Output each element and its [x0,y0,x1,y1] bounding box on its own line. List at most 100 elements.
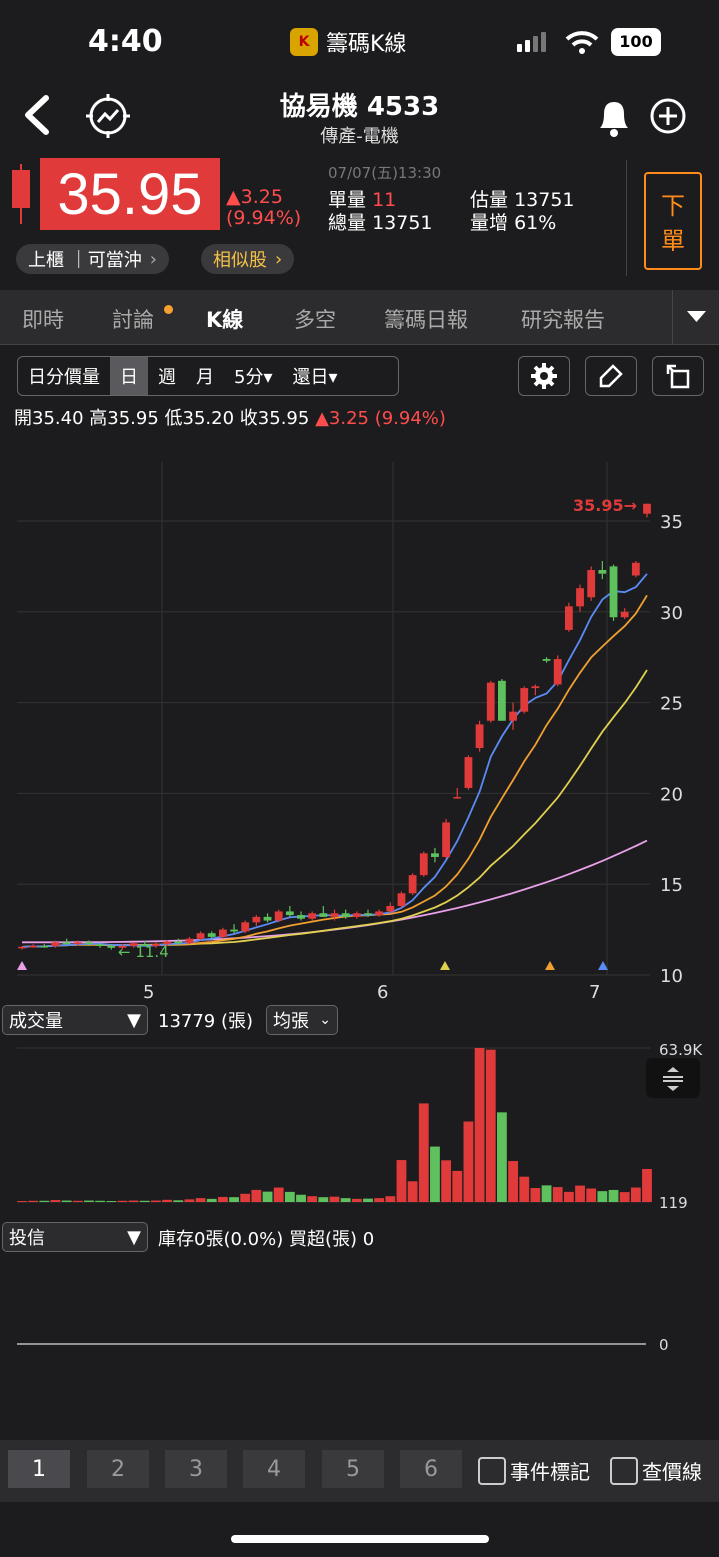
candle-body [51,942,60,946]
volume-bar [474,1048,485,1202]
candle-body [386,905,395,912]
y-tick-label: 15 [660,875,683,896]
volume-bar [541,1185,552,1202]
tab-long-short[interactable]: 多空 [294,308,336,332]
volume-bar [95,1200,106,1202]
panel-tab-5[interactable]: 5 [322,1450,384,1488]
volume-mode-select[interactable]: 均張 ⌄ [266,1005,338,1035]
volume-bar [351,1198,362,1202]
seg-week[interactable]: 週 [158,367,176,388]
signal-marker [440,961,450,970]
tab-research[interactable]: 研究報告 [521,308,605,332]
tab-more[interactable] [672,290,719,344]
volume-bar [173,1200,184,1202]
y-tick-label: 10 [660,966,683,987]
candle-body [118,945,127,948]
trend-target-icon[interactable] [84,92,132,140]
rotate-button[interactable] [652,356,704,396]
similar-stocks-pill[interactable]: 相似股 › [201,244,295,274]
tab-realtime[interactable]: 即時 [22,308,64,332]
volume-bar [563,1191,574,1202]
quote-datetime: 07/07(五)13:30 [328,164,442,182]
volume-bar [374,1198,385,1202]
tab-chip-daily[interactable]: 籌碼日報 [384,308,468,332]
triangle-down-icon [687,311,706,322]
open-label: 開 [14,408,32,429]
panel-tab-1[interactable]: 1 [8,1450,70,1488]
chevron-right-icon: › [149,248,157,270]
y-tick-label: 35 [660,512,683,533]
bell-icon[interactable] [594,96,634,138]
market-tag-pill[interactable]: 上櫃 ｜可當沖 › [16,244,169,274]
panel-tab-6[interactable]: 6 [400,1450,462,1488]
low-label: 低 [164,408,183,429]
volume-bar [206,1198,217,1202]
mini-candle-icon [12,164,30,224]
signal-marker [598,961,608,970]
seg-day[interactable]: 日 [110,357,148,395]
volume-bar [642,1168,652,1202]
candlestick-chart[interactable]: 35 30 25 20 15 10 5 6 7 35.95→ ← 11.4 [0,440,719,1005]
panel-tab-3[interactable]: 3 [165,1450,227,1488]
candle-body [152,944,160,946]
ohlc-bar: 開35.40 高35.95 低35.20 收35.95 ▲3.25 (9.94%… [14,404,446,430]
candle-body [464,757,473,788]
x-tick-label: 6 [377,982,388,1003]
signal-icon [517,30,546,52]
tab-kline[interactable]: K線 [206,308,244,332]
order-button[interactable]: 下 單 [644,172,702,270]
volume-bar [497,1112,507,1202]
candle-body [531,686,540,689]
volume-bar [508,1161,518,1202]
candle-body [319,913,328,917]
candle-body [40,945,49,948]
volume-bar [39,1200,50,1202]
candle-body [218,929,227,937]
app-logo-icon: K [290,28,318,56]
candle-body [375,911,384,916]
current-price: 35.95 [40,158,220,230]
price-line-checkbox[interactable]: 查價線 [610,1456,702,1485]
volume-bar [251,1189,262,1202]
settings-button[interactable] [518,356,570,396]
tab-discussion[interactable]: 討論 [112,308,154,332]
panel-resize-handle[interactable] [646,1058,700,1098]
total-volume-value: 13751 [372,212,433,234]
seg-month[interactable]: 月 [196,367,214,388]
event-mark-checkbox[interactable]: 事件標記 [478,1456,590,1485]
seg-daily-price-vol[interactable]: 日分價量 [28,367,100,388]
volume-chart[interactable]: 63.9K 119 [0,1035,719,1220]
candle-body [643,503,651,514]
volume-bar [106,1201,117,1203]
add-icon[interactable] [648,96,688,136]
candle-body [475,724,484,748]
single-volume: 單量 11 [328,185,396,212]
seg-5min[interactable]: 5分▾ [234,367,273,388]
volume-bar [262,1191,273,1202]
chevron-right-icon: › [275,248,283,270]
volume-bar [307,1196,318,1202]
draw-button[interactable] [585,356,637,396]
candle-body [341,913,350,917]
candle-body [252,916,261,923]
panel-tab-4[interactable]: 4 [243,1450,305,1488]
candle-body [631,562,640,576]
volume-indicator-select[interactable]: 成交量 ▼ [2,1005,148,1035]
candle-body [598,570,607,574]
y-tick-label: 25 [660,694,683,715]
candle-body [140,944,149,946]
chip-indicator-select[interactable]: 投信 ▼ [2,1222,148,1252]
volume-bar [128,1200,139,1202]
pen-icon [599,364,623,388]
seg-restore[interactable]: 還日▾ [292,367,338,388]
battery-icon: 100 [611,28,661,56]
price-line-label: 查價線 [642,1460,702,1484]
volume-bar [485,1049,496,1202]
back-icon[interactable] [18,94,54,136]
total-volume-label: 總量 [328,212,367,234]
wifi-icon [565,31,599,54]
panel-tab-2[interactable]: 2 [87,1450,149,1488]
volume-bar [28,1200,39,1202]
volume-bar [17,1201,27,1203]
x-tick-label: 7 [589,982,600,1003]
